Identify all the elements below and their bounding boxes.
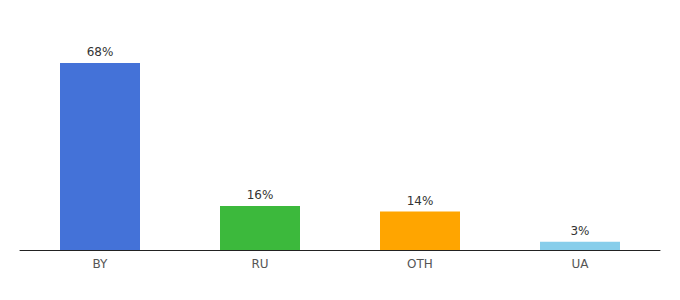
svg-text:UA: UA — [572, 257, 590, 271]
svg-text:16%: 16% — [247, 188, 274, 202]
svg-text:14%: 14% — [407, 194, 434, 208]
svg-text:BY: BY — [93, 257, 109, 271]
svg-text:OTH: OTH — [407, 257, 433, 271]
svg-text:RU: RU — [251, 257, 268, 271]
svg-text:68%: 68% — [87, 45, 114, 59]
svg-text:3%: 3% — [570, 224, 589, 238]
